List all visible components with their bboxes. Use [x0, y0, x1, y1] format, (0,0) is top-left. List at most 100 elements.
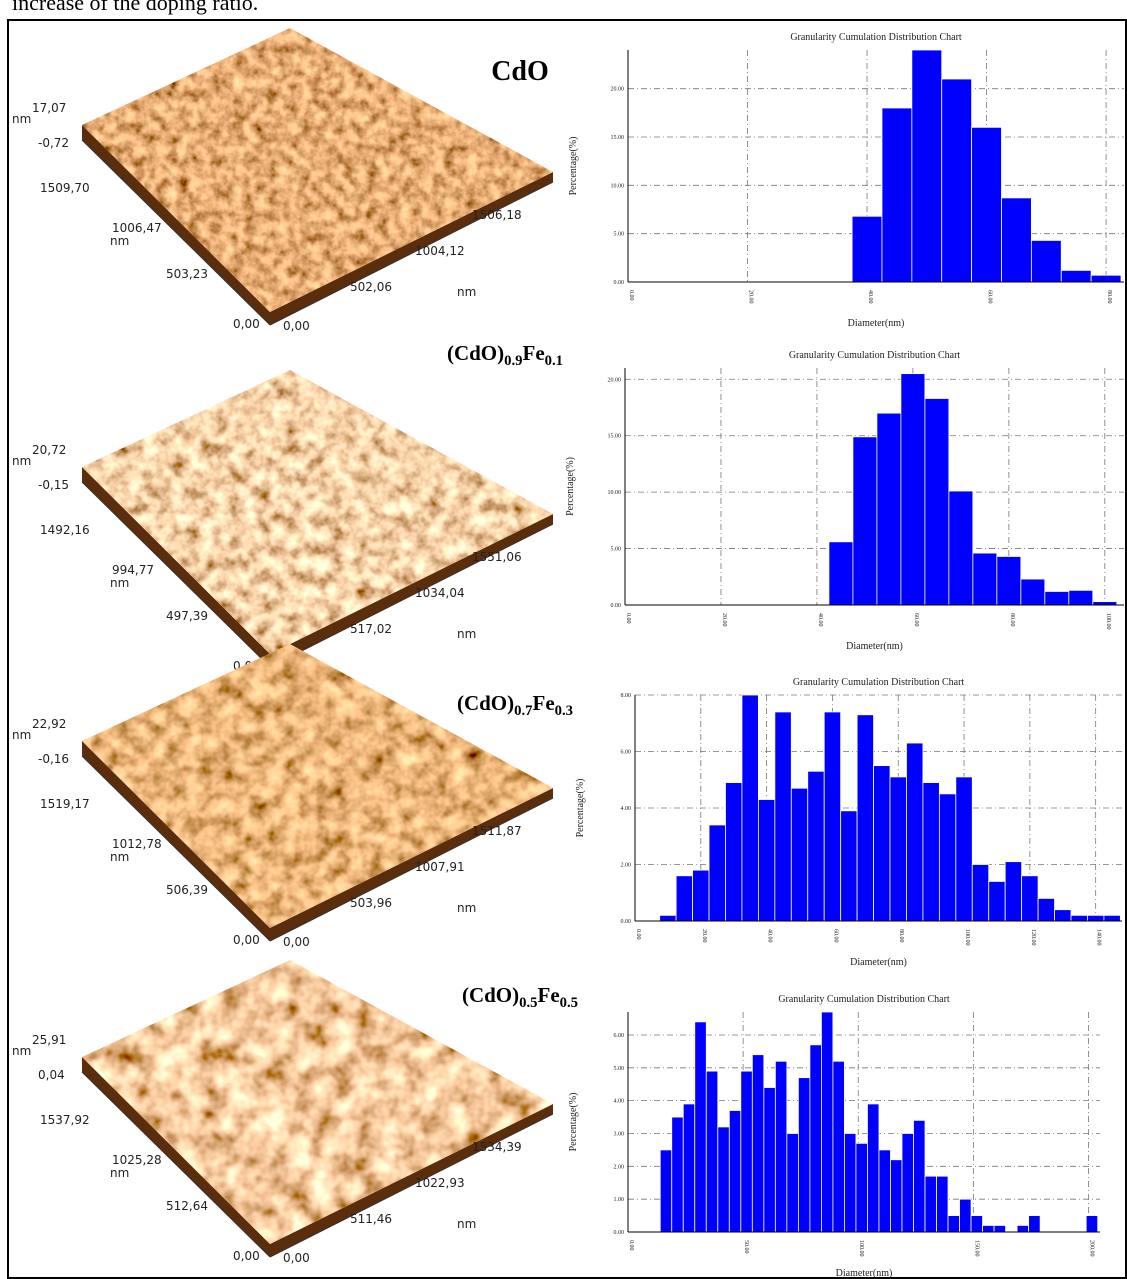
surface: [82, 28, 553, 312]
surface-side: [82, 1057, 553, 1257]
y-tick-label: 6.00: [614, 1033, 625, 1039]
x-tick-label: 1551,06: [472, 550, 522, 564]
x-tick-label: 40.00: [767, 929, 773, 943]
y-axis-label: Percentage(%): [568, 137, 579, 196]
bar: [901, 1133, 914, 1233]
y-tick-label: 6.00: [621, 750, 632, 756]
x-axis-label: Diameter(nm): [846, 641, 903, 652]
y-tick-label: 20.00: [608, 377, 622, 383]
subscript: 0.5: [560, 995, 578, 1011]
surface: [82, 370, 553, 654]
y-tick-label: 0.00: [621, 919, 632, 925]
bar: [876, 412, 902, 606]
x-tick-label: 0.00: [625, 613, 631, 624]
bar: [938, 793, 957, 922]
y-tick-label: 1.00: [614, 1197, 625, 1203]
y-tick-label: 8.00: [621, 693, 632, 699]
x-tick-label: 502,06: [350, 280, 392, 294]
bar: [1021, 875, 1039, 922]
y-axis-label: Percentage(%): [565, 457, 576, 516]
bar: [741, 694, 759, 922]
x-tick-label: 517,02: [350, 622, 392, 636]
bar: [972, 552, 998, 606]
bar: [717, 1126, 730, 1233]
bar: [725, 782, 743, 922]
bar: [873, 765, 891, 922]
z-max: 22,92: [32, 717, 66, 731]
bar: [1060, 269, 1092, 283]
bar: [763, 1087, 776, 1233]
x-unit: nm: [457, 627, 476, 641]
x-tick-label: 100.00: [964, 929, 970, 946]
origin-x: 0,00: [283, 319, 310, 333]
bar: [1004, 861, 1023, 922]
x-tick-label: 40.00: [867, 290, 873, 304]
z-unit: nm: [12, 1044, 31, 1058]
bar: [1028, 1215, 1041, 1233]
surface-side: [82, 741, 553, 941]
formula-part: (CdO): [447, 341, 504, 365]
bar: [889, 776, 907, 922]
bar: [807, 770, 825, 922]
y-tick-label: 497,39: [166, 609, 208, 623]
bar: [970, 1215, 983, 1233]
bar: [959, 1198, 972, 1233]
bar: [1016, 1225, 1030, 1233]
z-max: 25,91: [32, 1033, 66, 1047]
bar: [1001, 197, 1032, 283]
y-tick-label: 20.00: [611, 87, 625, 93]
y-tick-label: 15.00: [611, 135, 625, 141]
bar: [1070, 914, 1088, 922]
x-tick-label: 60.00: [913, 613, 919, 627]
bar: [881, 107, 913, 283]
sample-name: (CdO)0.7Fe0.3: [457, 691, 573, 719]
chart: Granularity Cumulation Distribution Char…: [568, 994, 1100, 1279]
caption: increase of the doping ratio.: [12, 0, 258, 15]
bar: [948, 490, 974, 606]
bar: [1037, 898, 1055, 922]
y-tick-label: 512,64: [166, 1199, 208, 1213]
x-tick-label: 0.00: [635, 929, 641, 940]
x-tick-label: 120.00: [1030, 929, 1036, 946]
x-tick-label: 60.00: [832, 929, 838, 943]
axis-line: [269, 797, 554, 942]
y-tick-label: 503,23: [166, 267, 208, 281]
bar: [982, 1225, 995, 1233]
bar: [1054, 909, 1072, 922]
frame: [7, 19, 1127, 1279]
bar: [878, 1149, 891, 1233]
bar: [774, 1060, 788, 1233]
subscript: 0.5: [519, 995, 537, 1011]
x-unit: nm: [457, 285, 476, 299]
y-unit: nm: [110, 1166, 129, 1180]
y-tick-label: 1519,17: [40, 797, 90, 811]
origin-y: 0,00: [233, 933, 260, 947]
bar: [844, 1133, 857, 1233]
y-tick-label: 15.00: [608, 434, 622, 440]
bar: [694, 1021, 707, 1233]
chart-title: Granularity Cumulation Distribution Char…: [789, 350, 961, 361]
axis-line: [81, 755, 271, 942]
bar: [1044, 591, 1070, 606]
bar: [797, 1077, 811, 1233]
formula-part: Fe: [523, 341, 545, 365]
y-axis-label: Percentage(%): [575, 779, 586, 838]
bar: [751, 1054, 765, 1233]
bar: [936, 1175, 949, 1233]
axis-line: [81, 139, 271, 326]
y-unit: nm: [110, 850, 129, 864]
bar: [659, 914, 677, 922]
bar: [890, 1159, 903, 1233]
surface-side: [82, 125, 553, 325]
y-tick-label: 3.00: [614, 1131, 625, 1137]
y-tick-label: 1025,28: [112, 1153, 162, 1167]
y-tick-label: 5.00: [614, 232, 625, 238]
bar: [900, 373, 926, 606]
bar: [924, 398, 950, 606]
x-axis-label: Diameter(nm): [850, 957, 907, 968]
bar: [659, 1149, 673, 1233]
sample-name: (CdO)0.9Fe0.1: [447, 341, 563, 369]
